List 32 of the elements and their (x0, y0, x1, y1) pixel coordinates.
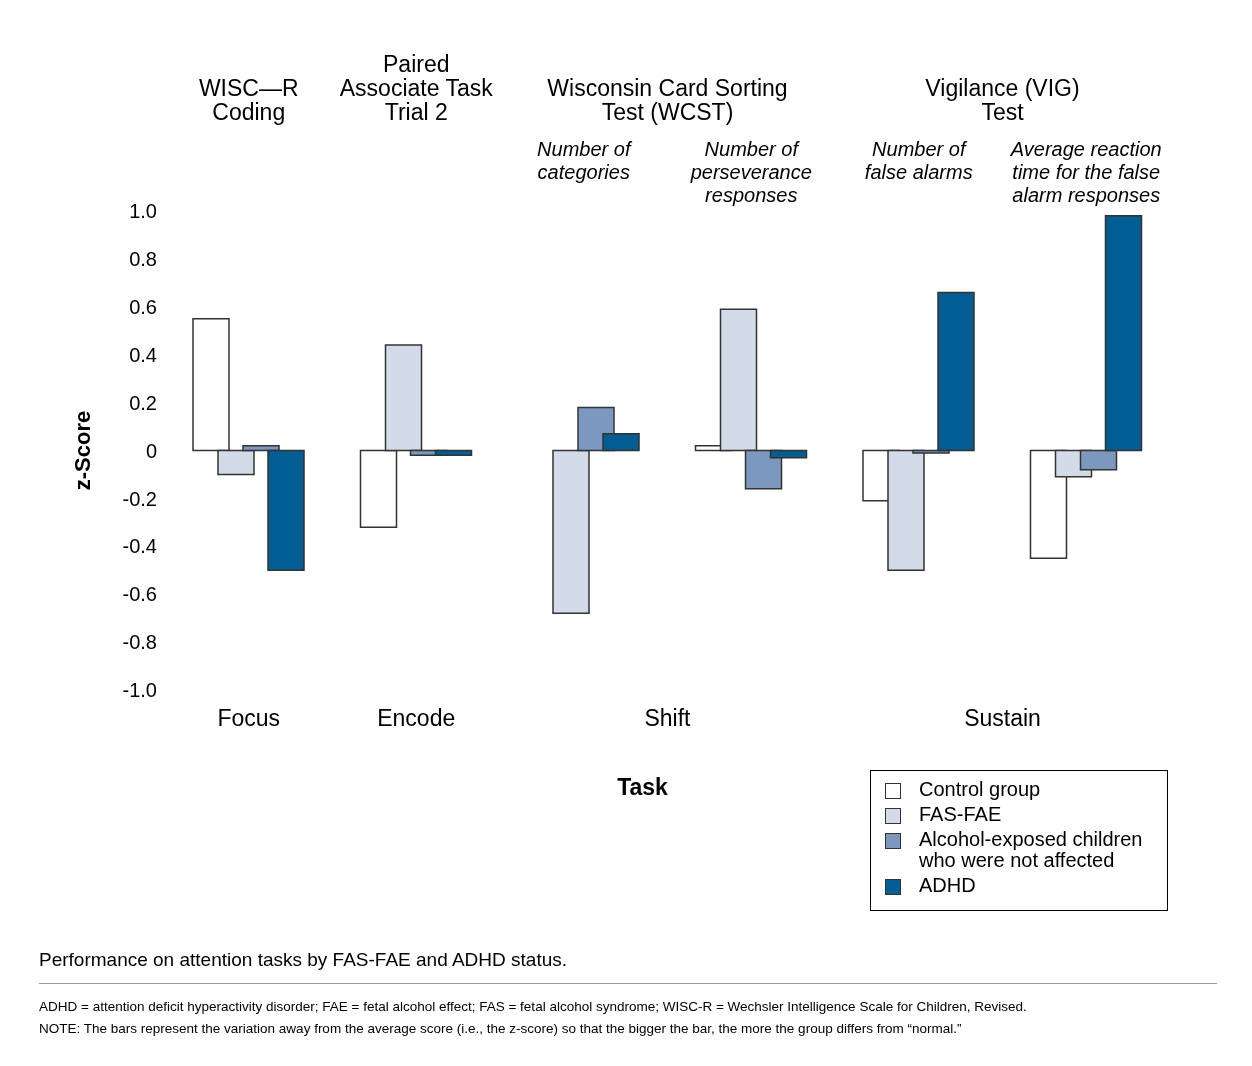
text: Focus (217, 705, 281, 731)
y-tick-label: 0.4 (129, 343, 157, 366)
legend-label: Alcohol-exposed children who were not affected (919, 828, 1144, 871)
text: WISC—R Coding (198, 75, 299, 125)
legend-label: Control group (919, 778, 1042, 800)
legend-label: FAS-FAE (919, 803, 1003, 825)
text: Paired Associate Task Trial 2 (339, 51, 494, 125)
x-tick-label: Number of categories (537, 138, 633, 183)
legend-label: ADHD (919, 874, 977, 896)
text: Performance on attention tasks by FAS-FAE and ADHD status. (39, 949, 568, 971)
x-tick-label: Average reaction time for the false alarm responses (1009, 138, 1162, 206)
x-tick-label: Number of false alarms (864, 138, 973, 183)
x-tick-label: Number of perseverance responses (689, 138, 812, 206)
y-tick-label: -0.4 (122, 535, 157, 558)
y-tick-label: 0.2 (129, 391, 157, 414)
text: Sustain (964, 705, 1041, 731)
text: Encode (377, 705, 456, 731)
text: Wisconsin Card Sorting Test (WCST) (547, 75, 788, 125)
y-tick-label: 0 (145, 439, 157, 462)
y-tick-label: 0.6 (129, 295, 157, 318)
x-axis-title: Task (617, 774, 669, 800)
y-tick-label: -0.6 (122, 583, 157, 606)
y-tick-label: -0.2 (122, 487, 157, 510)
y-tick-label: -1.0 (122, 679, 157, 702)
text: NOTE: The bars represent the variation away from the average score (i.e., the z-score) so that the bigger the bar, the more the group differs from “normal.” (39, 1021, 963, 1036)
text: ADHD = attention deficit hyperactivity disorder; FAE = fetal alcohol effect; FAS = fetal alcohol syndrome; WISC-R = Wechsler Intelligence Scale for Children, Revised. (39, 999, 1028, 1014)
text: Shift (644, 705, 692, 731)
text: Vigilance (VIG) Test (925, 75, 1080, 125)
y-tick-label: 0.8 (129, 248, 157, 270)
y-axis-title: z-Score (70, 410, 95, 491)
y-tick-label: 1.0 (129, 200, 157, 223)
y-tick-label: -0.8 (122, 631, 157, 654)
